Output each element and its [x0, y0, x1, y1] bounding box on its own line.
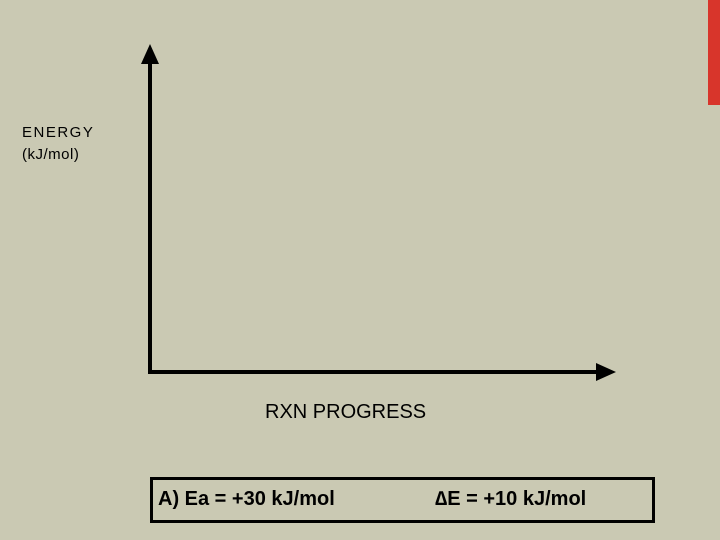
accent-bar	[708, 0, 720, 105]
x-arrow	[596, 363, 616, 381]
answer-delta: ∆E = +10 kJ/mol	[435, 488, 587, 510]
y-axis-unit: (kJ/mol)	[22, 146, 80, 163]
y-arrow	[141, 44, 159, 64]
answer-option: A) Ea = +30 kJ/mol	[158, 488, 335, 510]
x-axis-label: RXN PROGRESS	[265, 401, 427, 423]
answer-box: A) Ea = +30 kJ/mol ∆E = +10 kJ/mol	[150, 477, 655, 523]
y-axis-label: ENERGY	[22, 124, 95, 141]
